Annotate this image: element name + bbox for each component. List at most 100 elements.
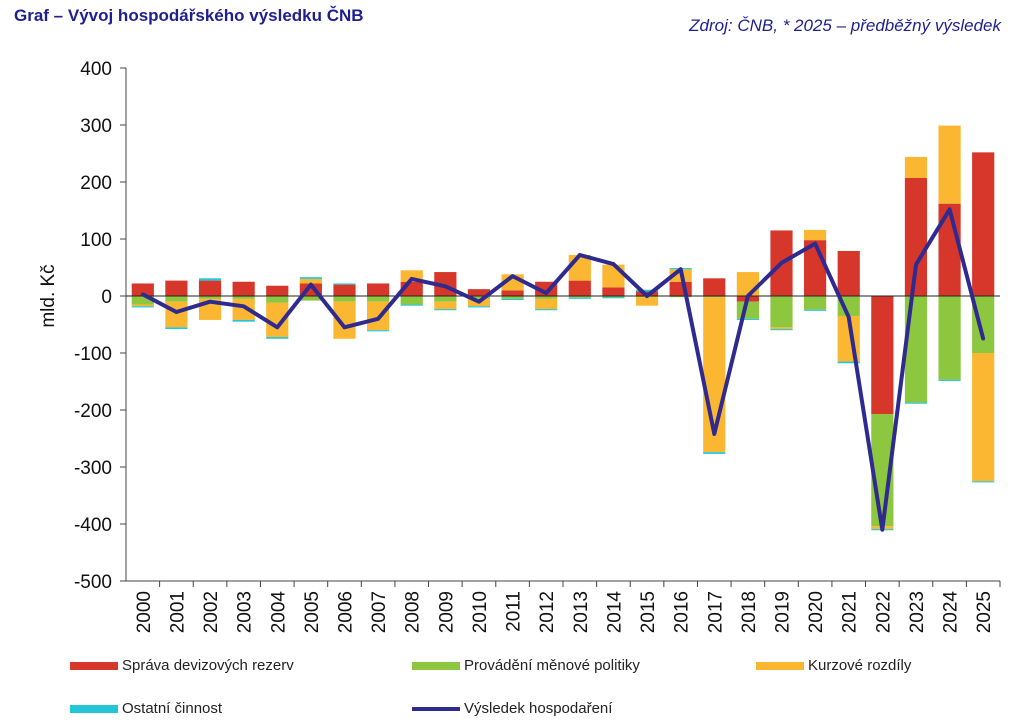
result-point (645, 294, 649, 298)
bar-segment (165, 296, 188, 302)
bar-segment (804, 309, 827, 311)
bar-segment (467, 306, 491, 308)
y-tick-label: -100 (74, 344, 112, 365)
bar-segment (232, 296, 255, 299)
bar-segment (736, 318, 759, 320)
y-tick-label: -200 (74, 401, 112, 422)
bar-segment (904, 178, 928, 296)
x-tick-label: 2007 (369, 591, 390, 633)
result-point (544, 291, 548, 295)
result-point (510, 274, 515, 278)
bar-segment (635, 289, 659, 292)
bar-segment (299, 277, 322, 279)
y-tick-label: 400 (80, 59, 112, 80)
legend-swatch (756, 661, 804, 670)
legend-swatch (412, 661, 460, 670)
bar-segment (232, 319, 255, 322)
x-tick-label: 2013 (571, 591, 592, 633)
x-tick-label: 2018 (739, 591, 760, 633)
bar-segment (501, 296, 524, 299)
bar-segment (165, 280, 188, 296)
x-tick-label: 2016 (672, 591, 693, 633)
bar-segment (367, 330, 390, 332)
x-tick-label: 2002 (201, 591, 222, 633)
bar-segment (299, 296, 322, 301)
x-tick-label: 2010 (470, 591, 491, 633)
y-tick-label: -300 (74, 458, 112, 479)
bar-segment (198, 296, 222, 299)
bar-segment (635, 297, 659, 306)
bar-segment (703, 452, 726, 454)
bar-segment (736, 272, 759, 296)
bar-segment (938, 296, 961, 380)
bar-segment (535, 298, 558, 310)
x-tick-label: 2009 (436, 591, 457, 633)
bar-segment (972, 152, 995, 296)
x-tick-label: 2020 (806, 591, 827, 633)
bar-segment (938, 379, 961, 381)
bar-segment (131, 283, 154, 296)
result-point (275, 325, 280, 330)
result-point (813, 241, 817, 246)
legend-label: Kurzové rozdíly (808, 657, 912, 674)
result-point (241, 304, 246, 309)
result-point (342, 325, 347, 330)
y-axis-label: mld. Kč (38, 264, 59, 327)
bar-segment (669, 296, 692, 298)
result-point (578, 253, 582, 257)
legend-label: Provádění měnové politiky (464, 657, 640, 674)
bar-segment (400, 304, 423, 306)
x-tick-label: 2017 (705, 591, 726, 633)
result-point (947, 207, 952, 212)
bar-segment (400, 296, 423, 305)
x-tick-label: 2011 (504, 591, 525, 632)
x-tick-label: 2022 (873, 591, 894, 633)
bar-segment (770, 296, 793, 328)
bar-segment (400, 270, 423, 282)
y-tick-label: 0 (101, 287, 112, 308)
bar-segment (703, 278, 726, 296)
bar-segment (198, 280, 222, 296)
bar-segment (501, 298, 524, 300)
x-tick-label: 2021 (840, 591, 861, 633)
bar-segment (804, 296, 827, 310)
result-point (141, 292, 145, 297)
bar-segment (232, 281, 255, 296)
result-point (779, 261, 784, 265)
bar-segment (434, 296, 457, 302)
bar-segment (333, 296, 356, 302)
result-point (376, 317, 380, 321)
result-point (981, 336, 985, 341)
y-tick-label: -400 (74, 515, 112, 536)
bar-segment (837, 250, 860, 296)
bar-segment (904, 156, 928, 179)
result-point (678, 267, 683, 272)
bar-segment (770, 329, 793, 331)
bar-segment (165, 327, 188, 330)
bar-segment (602, 287, 625, 296)
result-point (443, 284, 448, 289)
bar-segment (535, 309, 558, 311)
bar-segment (266, 296, 289, 303)
bar-segment (938, 203, 961, 296)
bar-segment (804, 229, 827, 241)
bar-segment (972, 481, 995, 483)
x-tick-label: 2004 (268, 591, 289, 634)
bar-segment (266, 302, 289, 338)
bar-segment (467, 289, 491, 296)
x-tick-label: 2023 (907, 591, 928, 633)
bar-segment (703, 296, 726, 298)
bar-segment (165, 301, 188, 328)
bar-segment (972, 353, 995, 482)
bar-segment (602, 297, 625, 299)
legend-label: Ostatní činnost (122, 700, 223, 717)
x-tick-label: 2006 (336, 591, 357, 633)
x-tick-label: 2005 (302, 591, 323, 633)
legend-label: Správa devizových rezerv (122, 657, 294, 674)
legend-swatch (70, 704, 118, 713)
bar-segment (467, 296, 491, 299)
result-point (611, 262, 616, 266)
bar-segment (904, 402, 928, 404)
y-tick-label: 200 (80, 173, 112, 194)
legend-item: Kurzové rozdíly (756, 657, 911, 674)
